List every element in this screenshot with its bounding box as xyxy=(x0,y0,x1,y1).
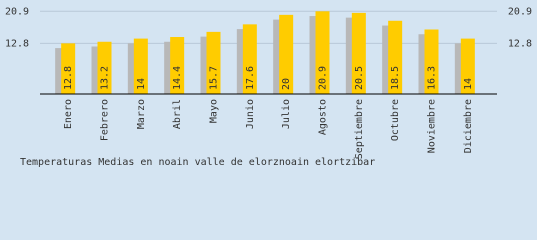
bar xyxy=(170,37,185,94)
x-tick-label: Enero xyxy=(63,99,74,129)
page: Temperaturas Medias en noain valle de el… xyxy=(0,0,537,174)
value-label: 12.8 xyxy=(63,66,74,90)
bar xyxy=(97,41,112,94)
value-label: 18.5 xyxy=(390,66,401,90)
value-label: 20 xyxy=(281,78,292,90)
x-tick-label: Marzo xyxy=(136,99,147,129)
value-label: 14 xyxy=(136,78,147,90)
x-tick-label: Junio xyxy=(245,99,256,129)
bar xyxy=(388,20,403,95)
bar xyxy=(460,38,475,94)
bar xyxy=(279,14,294,94)
y-tick-label-right: 20.9 xyxy=(508,6,532,17)
x-tick-label: Mayo xyxy=(209,99,220,123)
value-label: 20.5 xyxy=(354,66,365,90)
value-label: 14 xyxy=(463,78,474,90)
x-tick-label: Diciembre xyxy=(463,99,474,153)
value-label: 15.7 xyxy=(209,66,220,90)
bar xyxy=(242,24,257,94)
bar xyxy=(206,31,221,94)
x-tick-label: Febrero xyxy=(100,99,111,141)
x-tick-label: Noviembre xyxy=(427,99,438,153)
background xyxy=(0,0,537,174)
x-tick-label: Julio xyxy=(281,99,292,129)
bar xyxy=(351,12,366,95)
bar xyxy=(424,29,439,95)
x-tick-label: Agosto xyxy=(318,99,329,135)
x-tick-label: Octubre xyxy=(390,99,401,141)
x-tick-label: Septiembre xyxy=(354,99,365,159)
value-label: 13.2 xyxy=(100,66,111,90)
chart-title: Temperaturas Medias en noain valle de el… xyxy=(20,157,375,168)
bar xyxy=(133,38,148,94)
y-tick-label-right: 12.8 xyxy=(508,38,532,49)
bar xyxy=(315,11,330,95)
y-tick-label: 12.8 xyxy=(5,38,29,49)
value-label: 14.4 xyxy=(172,66,183,90)
bar xyxy=(61,43,76,94)
value-label: 16.3 xyxy=(427,66,438,90)
value-label: 17.6 xyxy=(245,66,256,90)
y-tick-label: 20.9 xyxy=(5,6,29,17)
value-label: 20.9 xyxy=(318,66,329,90)
chart: Temperaturas Medias en noain valle de el… xyxy=(0,0,537,174)
x-tick-label: Abril xyxy=(172,99,183,129)
